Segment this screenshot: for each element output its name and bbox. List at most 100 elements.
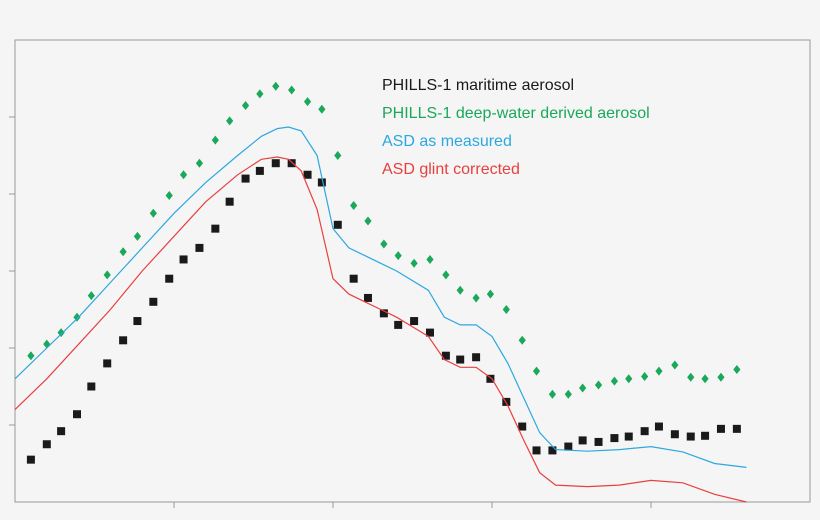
data-point [532,366,541,376]
data-point [349,274,358,283]
data-point [548,389,557,399]
data-point [333,220,342,229]
legend-entry-0: PHILLS-1 maritime aerosol [382,77,574,94]
data-point [318,104,326,114]
legend-entry-1: PHILLS-1 deep-water derived aerosol [382,105,650,122]
data-point [334,151,342,160]
data-point [502,305,510,314]
data-point [716,424,725,433]
data-point [640,427,649,436]
series-0 [26,159,741,464]
data-point [211,224,220,233]
data-point [394,320,403,329]
data-point [456,285,464,295]
data-point [363,293,372,302]
data-point [610,376,619,386]
axes [9,39,811,508]
data-point [486,289,495,299]
data-point [472,353,481,362]
data-point [701,374,709,384]
data-point [441,351,450,360]
legend: PHILLS-1 maritime aerosol PHILLS-1 deep-… [382,77,650,178]
series-3 [14,156,747,503]
data-point [472,293,480,303]
data-point [364,216,372,226]
data-point [686,432,695,441]
data-point [225,197,234,206]
data-point [654,422,663,431]
data-point [717,372,725,382]
data-point [179,255,188,264]
data-point [119,247,127,257]
series-line-2 [14,126,747,468]
data-point [317,178,326,187]
data-point [687,372,695,382]
data-point [43,339,51,349]
data-point [42,440,51,449]
data-point [256,89,264,99]
data-point [73,410,82,419]
data-point [518,335,526,345]
data-point [548,446,557,455]
series-line-3 [14,156,747,503]
data-point [671,360,679,370]
data-point [655,366,663,376]
data-point [303,170,312,179]
series-1 [27,81,741,399]
data-point [641,371,649,381]
data-point [211,135,219,145]
data-point [303,97,312,107]
data-point [410,258,418,268]
data-point [87,382,96,391]
data-point [195,243,204,252]
data-point [255,166,264,175]
data-point [57,427,66,436]
data-point [518,422,527,431]
data-point [425,328,434,337]
plot-area [14,81,747,503]
data-point [133,231,142,241]
data-point [426,254,434,264]
data-point [456,355,465,364]
data-point [179,170,188,180]
data-point [624,432,633,441]
data-point [625,374,633,384]
data-point [379,309,388,318]
data-point [579,383,587,393]
data-point [149,297,158,306]
data-point [442,270,450,280]
data-point [288,85,296,95]
data-point [271,159,280,168]
data-point [610,434,619,443]
data-point [241,100,250,110]
data-point [732,424,741,433]
data-point [226,116,234,126]
data-point [578,436,587,445]
data-point [564,442,573,451]
series-2 [14,126,747,468]
data-point [394,251,402,261]
data-point [350,201,358,211]
data-point [532,446,541,455]
data-point [733,365,741,375]
legend-entry-2: ASD as measured [382,133,512,150]
data-point [103,359,112,368]
data-point [165,191,173,201]
data-point [87,291,95,301]
data-point [410,317,419,326]
data-point [165,274,174,283]
data-point [594,380,603,390]
data-point [119,336,128,345]
data-point [486,374,495,383]
data-point [701,431,710,440]
data-point [57,328,65,338]
data-point [195,158,204,168]
data-point [287,159,296,168]
data-point [564,389,572,399]
data-point [103,270,111,280]
data-point [594,437,603,446]
data-point [670,430,679,439]
data-point [73,312,81,322]
data-point [133,317,142,326]
